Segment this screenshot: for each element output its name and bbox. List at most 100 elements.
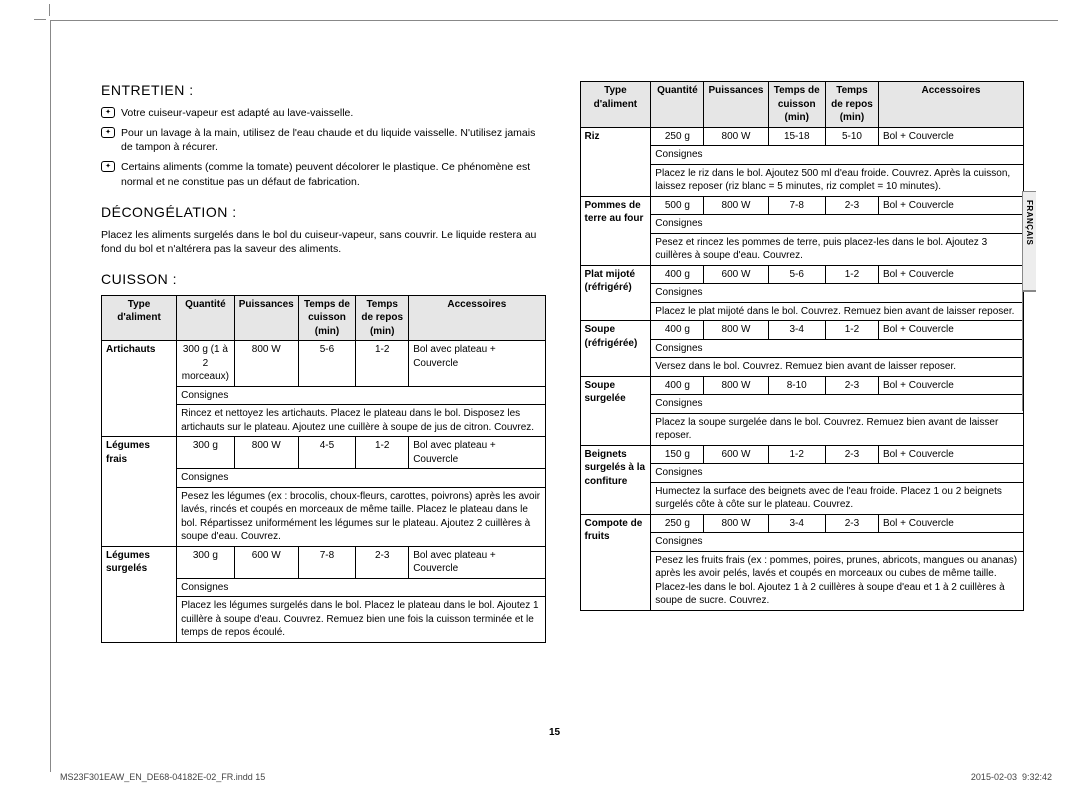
cell-temps-cuisson: 15-18 [768, 127, 825, 146]
cell-temps-cuisson: 3-4 [768, 321, 825, 340]
decongelation-intro: Placez les aliments surgelés dans le bol… [101, 228, 546, 256]
heading-entretien: ENTRETIEN : [101, 81, 546, 100]
cell-temps-repos: 2-3 [825, 514, 878, 533]
note-icon: ✦ [101, 161, 115, 172]
cell-quantite: 400 g [651, 376, 704, 395]
cell-temps-cuisson: 8-10 [768, 376, 825, 395]
cell-puissances: 600 W [704, 265, 768, 284]
section-decongelation: DÉCONGÉLATION : Placez les aliments surg… [101, 203, 546, 256]
th-quantite: Quantité [177, 295, 235, 341]
th-puissances: Puissances [704, 82, 768, 128]
cell-quantite: 250 g [651, 514, 704, 533]
left-column: ENTRETIEN : ✦ Votre cuiseur-vapeur est a… [101, 81, 546, 657]
cell-accessoires: Bol + Couvercle [878, 376, 1023, 395]
cell-accessoires: Bol + Couvercle [878, 196, 1023, 215]
cell-type: Plat mijoté (réfrigéré) [580, 265, 651, 321]
page-number: 15 [549, 727, 560, 738]
cell-temps-repos: 1-2 [356, 341, 409, 387]
cell-consignes-label: Consignes [177, 469, 545, 488]
cell-consignes-text: Versez dans le bol. Couvrez. Remuez bien… [651, 358, 1024, 377]
cell-quantite: 500 g [651, 196, 704, 215]
cell-consignes-text: Placez les légumes surgelés dans le bol.… [177, 597, 545, 643]
cooking-table-right: Type d'aliment Quantité Puissances Temps… [580, 81, 1025, 611]
th-type: Type d'aliment [580, 82, 651, 128]
th-type: Type d'aliment [102, 295, 177, 341]
cell-accessoires: Bol + Couvercle [878, 265, 1023, 284]
cell-consignes-text: Placez la soupe surgelée dans le bol. Co… [651, 413, 1024, 445]
cell-temps-repos: 2-3 [825, 445, 878, 464]
cell-temps-repos: 1-2 [356, 437, 409, 469]
cell-accessoires: Bol + Couvercle [878, 514, 1023, 533]
cell-consignes-text: Pesez les fruits frais (ex : pommes, poi… [651, 551, 1024, 610]
th-temps-cuisson: Temps de cuisson (min) [298, 295, 355, 341]
cell-quantite: 300 g [177, 546, 235, 578]
right-column: Type d'aliment Quantité Puissances Temps… [580, 81, 1025, 657]
cell-consignes-text: Placez le plat mijoté dans le bol. Couvr… [651, 302, 1024, 321]
cell-type: Soupe (réfrigérée) [580, 321, 651, 377]
cell-temps-cuisson: 5-6 [298, 341, 355, 387]
th-accessoires: Accessoires [409, 295, 545, 341]
cropmark [34, 19, 46, 20]
language-tab: FRANÇAIS [1022, 191, 1036, 291]
cell-temps-cuisson: 7-8 [768, 196, 825, 215]
cell-type: Légumes surgelés [102, 546, 177, 642]
heading-decongelation: DÉCONGÉLATION : [101, 203, 546, 222]
cell-quantite: 400 g [651, 321, 704, 340]
cell-puissances: 600 W [704, 445, 768, 464]
section-cuisson: CUISSON : Type d'aliment Quantité Puissa… [101, 270, 546, 643]
cell-puissances: 800 W [234, 437, 298, 469]
th-temps-cuisson: Temps de cuisson (min) [768, 82, 825, 128]
cell-consignes-text: Pesez les légumes (ex : brocolis, choux-… [177, 487, 545, 546]
th-quantite: Quantité [651, 82, 704, 128]
heading-cuisson: CUISSON : [101, 270, 546, 289]
cell-consignes-label: Consignes [651, 215, 1024, 234]
note-text: Pour un lavage à la main, utilisez de l'… [121, 126, 546, 154]
cell-consignes-label: Consignes [177, 386, 545, 405]
cell-quantite: 400 g [651, 265, 704, 284]
cell-temps-repos: 1-2 [825, 265, 878, 284]
cell-type: Soupe surgelée [580, 376, 651, 445]
th-temps-repos: Temps de repos (min) [356, 295, 409, 341]
tab-divider [1022, 291, 1036, 411]
cell-accessoires: Bol + Couvercle [878, 321, 1023, 340]
cell-temps-cuisson: 3-4 [768, 514, 825, 533]
cell-accessoires: Bol + Couvercle [878, 127, 1023, 146]
cropmark [49, 4, 50, 16]
page-content: FRANÇAIS ENTRETIEN : ✦ Votre cuiseur-vap… [50, 20, 1058, 772]
cell-temps-cuisson: 7-8 [298, 546, 355, 578]
cell-accessoires: Bol avec plateau + Couvercle [409, 437, 545, 469]
section-entretien: ENTRETIEN : ✦ Votre cuiseur-vapeur est a… [101, 81, 546, 189]
th-puissances: Puissances [234, 295, 298, 341]
cell-type: Pommes de terre au four [580, 196, 651, 265]
cell-temps-repos: 2-3 [825, 196, 878, 215]
cell-temps-cuisson: 5-6 [768, 265, 825, 284]
cell-puissances: 800 W [234, 341, 298, 387]
cell-quantite: 300 g [177, 437, 235, 469]
cell-temps-repos: 2-3 [825, 376, 878, 395]
cell-consignes-label: Consignes [651, 146, 1024, 165]
cell-consignes-label: Consignes [651, 339, 1024, 358]
cell-quantite: 300 g (1 à 2 morceaux) [177, 341, 235, 387]
cell-consignes-label: Consignes [177, 578, 545, 597]
cell-puissances: 800 W [704, 196, 768, 215]
cell-type: Beignets surgelés à la confiture [580, 445, 651, 514]
cell-temps-cuisson: 4-5 [298, 437, 355, 469]
language-tab-label: FRANÇAIS [1025, 200, 1034, 245]
note-item: ✦ Certains aliments (comme la tomate) pe… [101, 160, 546, 188]
cell-type: Légumes frais [102, 437, 177, 547]
cell-temps-repos: 1-2 [825, 321, 878, 340]
footer-timestamp: 2015-02-03 ⁠ 9:32:42 [971, 772, 1052, 782]
cell-puissances: 600 W [234, 546, 298, 578]
cell-consignes-text: Pesez et rincez les pommes de terre, pui… [651, 233, 1024, 265]
cell-accessoires: Bol + Couvercle [878, 445, 1023, 464]
cell-consignes-label: Consignes [651, 395, 1024, 414]
note-text: Certains aliments (comme la tomate) peuv… [121, 160, 546, 188]
cell-accessoires: Bol avec plateau + Couvercle [409, 341, 545, 387]
cell-quantite: 150 g [651, 445, 704, 464]
cell-temps-repos: 2-3 [356, 546, 409, 578]
note-icon: ✦ [101, 127, 115, 138]
footer-filename: MS23F301EAW_EN_DE68-04182E-02_FR.indd 15 [60, 772, 265, 782]
cell-type: Riz [580, 127, 651, 196]
cell-type: Compote de fruits [580, 514, 651, 610]
th-temps-repos: Temps de repos (min) [825, 82, 878, 128]
